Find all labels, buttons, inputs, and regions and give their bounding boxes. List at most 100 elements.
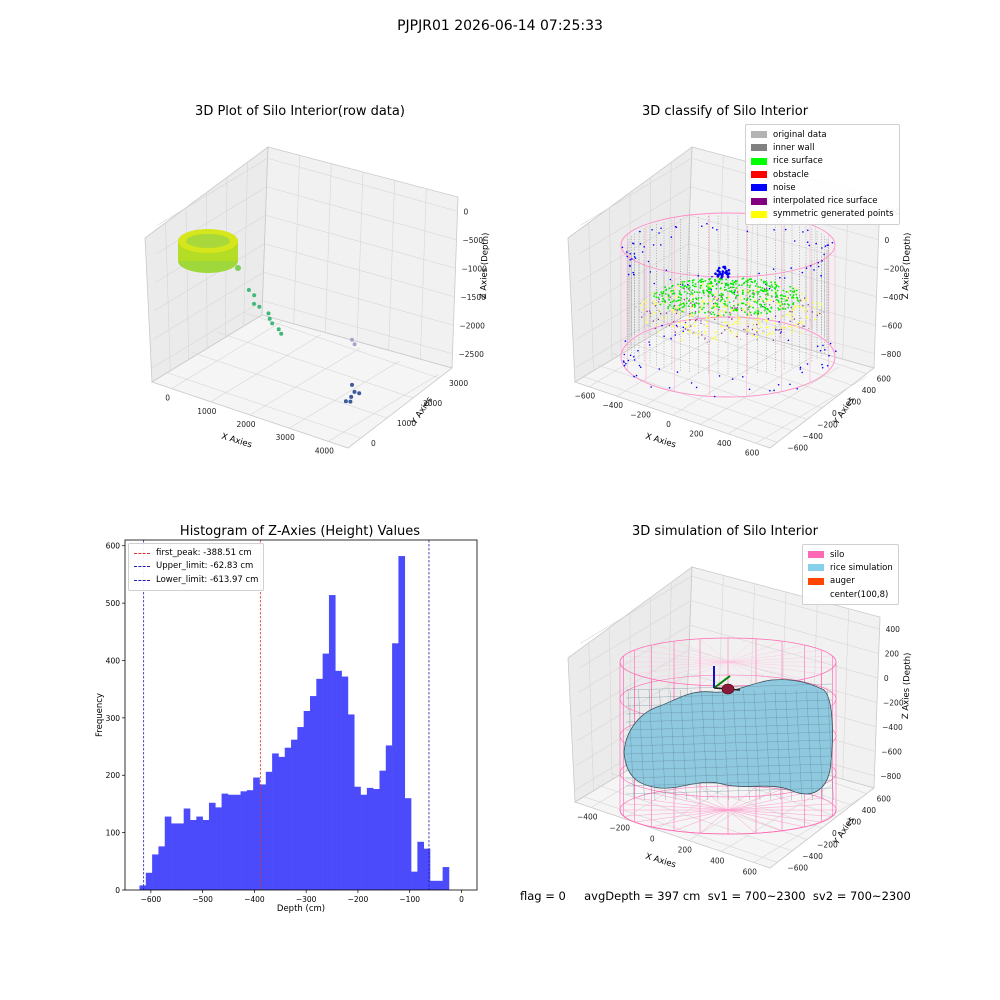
silo-wireframe: [699, 809, 729, 834]
panel4-y-tick: 600: [877, 795, 892, 804]
original-point: [651, 302, 653, 304]
panel3-frame: [124, 539, 478, 891]
original-point: [639, 302, 641, 304]
symmetric-point: [747, 303, 749, 305]
histogram-bar: [171, 823, 178, 890]
symmetric-point: [766, 334, 769, 337]
interpolated-point: [694, 319, 697, 322]
noise-point: [623, 353, 626, 356]
rice-surface-point: [688, 288, 691, 291]
interpolated-point: [696, 319, 698, 321]
rice-surface-point: [681, 283, 684, 285]
noise-point: [723, 267, 727, 270]
noise-point: [813, 269, 815, 271]
rice-surface-point: [657, 296, 660, 299]
rice-surface-point: [763, 303, 766, 306]
original-point: [762, 301, 765, 304]
noise-point: [773, 229, 775, 231]
histogram-bar: [335, 670, 342, 890]
rice-surface-point: [759, 303, 762, 306]
symmetric-point: [722, 306, 725, 308]
rice-surface-point: [759, 286, 762, 289]
silo-wireframe: [634, 661, 729, 675]
noise-point: [768, 287, 771, 290]
symmetric-point: [645, 317, 647, 320]
rice-surface-point: [786, 303, 789, 305]
legend-swatch: [808, 591, 824, 598]
original-point: [756, 338, 759, 340]
rice-surface-point: [700, 281, 702, 283]
noise-point: [778, 321, 780, 323]
legend-swatch: [751, 157, 767, 165]
noise-point: [823, 253, 825, 256]
rice-surface-point: [730, 283, 733, 285]
rice-surface-point: [795, 293, 798, 296]
rice-mesh-line: [625, 723, 833, 731]
noise-point: [658, 232, 660, 234]
interpolated-point: [777, 329, 779, 331]
symmetric-point: [743, 309, 746, 312]
panel1-x-tick: 2000: [236, 420, 255, 429]
rice-surface-point: [691, 289, 694, 292]
noise-point: [819, 350, 822, 352]
silo-wireframe: [651, 792, 729, 811]
histogram-bar: [215, 807, 222, 890]
noise-point: [835, 350, 837, 353]
interpolated-point: [665, 312, 668, 314]
symmetric-point: [701, 300, 703, 303]
symmetric-point: [730, 310, 733, 312]
rice-surface-point: [780, 297, 783, 300]
symmetric-point: [727, 324, 730, 326]
rice-surface-point: [693, 285, 696, 288]
noise-point: [633, 375, 635, 378]
rice-surface-point: [749, 311, 752, 314]
symmetric-point: [765, 318, 767, 321]
rice-surface-point: [711, 285, 714, 288]
rice-surface-point: [719, 294, 721, 297]
rice-surface-point: [698, 311, 700, 313]
silo-wireframe: [651, 809, 729, 828]
noise-point: [682, 326, 685, 329]
symmetric-point: [705, 317, 708, 319]
symmetric-point: [716, 297, 719, 300]
rice-surface-point: [685, 302, 688, 305]
interpolated-point: [726, 324, 728, 327]
raw-point: [279, 331, 284, 336]
rice-surface-point: [711, 282, 713, 284]
rice-surface-point: [785, 299, 787, 302]
panel2-z-tick: −600: [882, 321, 903, 330]
silo-wireframe: [727, 661, 805, 680]
rice-surface-point: [733, 293, 736, 296]
symmetric-point: [785, 313, 788, 316]
original-point: [676, 311, 678, 313]
panel2-legend-item: rice surface: [751, 155, 894, 168]
panel4-x-tick: −200: [609, 824, 630, 833]
original-point: [782, 315, 784, 317]
original-point: [726, 291, 729, 293]
noise-point: [665, 269, 668, 272]
symmetric-point: [645, 320, 648, 323]
symmetric-point: [793, 307, 796, 310]
noise-point: [793, 240, 796, 242]
rice-surface-point: [771, 286, 774, 288]
interpolated-point: [718, 309, 720, 311]
rice-surface-point: [709, 277, 712, 280]
noise-point: [661, 324, 663, 327]
symmetric-point: [714, 316, 717, 318]
original-point: [721, 294, 723, 296]
rice-surface-point: [768, 285, 771, 287]
symmetric-point: [718, 312, 720, 315]
original-point: [809, 319, 811, 321]
symmetric-point: [673, 296, 676, 299]
rice-surface-point: [671, 285, 673, 288]
silo-wireframe: [727, 809, 822, 823]
interpolated-point: [652, 320, 654, 322]
symmetric-point: [780, 306, 783, 308]
noise-point: [633, 252, 636, 255]
panel1-grid-line: [293, 155, 300, 324]
raw-point: [266, 311, 271, 316]
silo-wireframe: [727, 661, 833, 669]
noise-point: [676, 371, 679, 373]
rice-surface-point: [765, 282, 768, 285]
symmetric-point: [685, 326, 687, 329]
